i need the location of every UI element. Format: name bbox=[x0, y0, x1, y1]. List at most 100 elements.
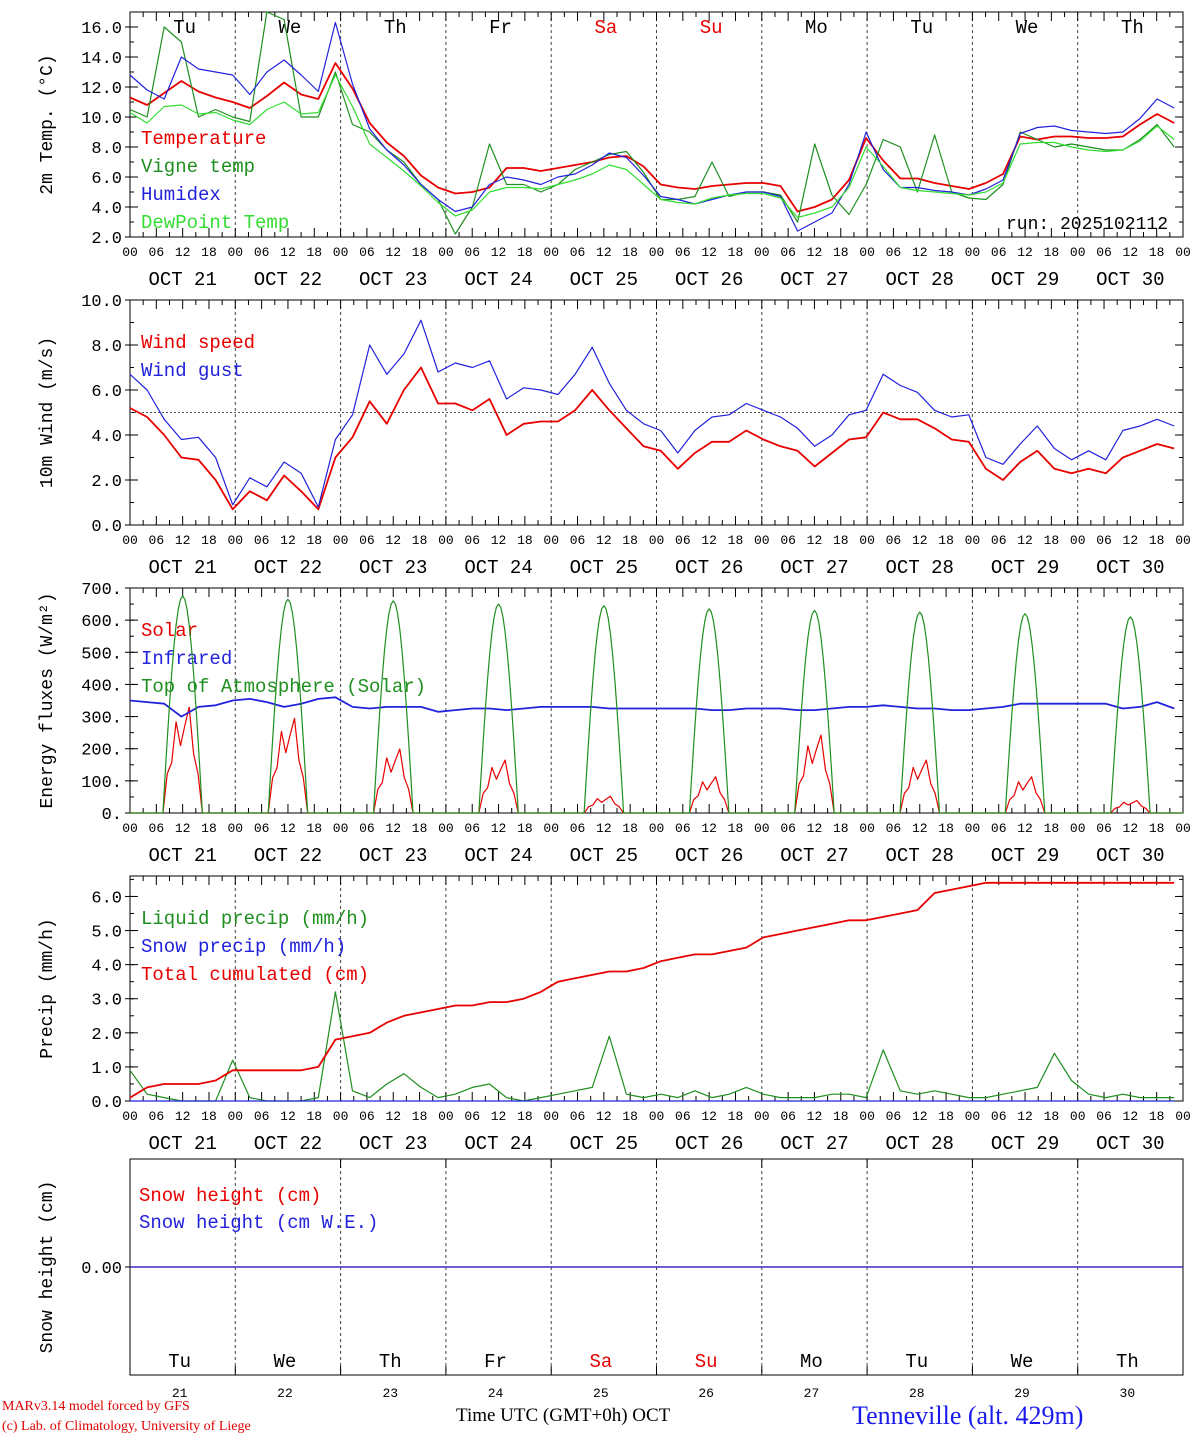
weekday-label: Tu bbox=[173, 17, 196, 39]
date-label: OCT 26 bbox=[675, 269, 743, 291]
hour-tick-label: 06 bbox=[886, 1109, 902, 1124]
hour-tick-label: 18 bbox=[412, 1109, 428, 1124]
hour-tick-label: 12 bbox=[175, 821, 191, 836]
copyright-credit: (c) Lab. of Climatology, University of L… bbox=[2, 1419, 251, 1434]
weekday-label: Th bbox=[384, 17, 407, 39]
hour-tick-label: 18 bbox=[306, 821, 322, 836]
hour-tick-label: 12 bbox=[385, 533, 401, 548]
hour-tick-label: 12 bbox=[912, 533, 928, 548]
y-tick-label: 6.0 bbox=[91, 170, 122, 189]
y-tick-label: 6.0 bbox=[91, 383, 122, 402]
hour-tick-label: 00 bbox=[333, 1109, 349, 1124]
hour-tick-label: 12 bbox=[807, 821, 823, 836]
hour-tick-label: 06 bbox=[780, 821, 796, 836]
legend-vigne-temp: Vigne temp bbox=[141, 156, 255, 178]
hour-tick-label: 12 bbox=[491, 245, 507, 260]
hour-tick-label: 12 bbox=[1017, 1109, 1033, 1124]
hour-tick-label: 06 bbox=[675, 1109, 691, 1124]
y-tick-label: 200. bbox=[81, 742, 122, 761]
y-tick-label: 1.0 bbox=[91, 1060, 122, 1079]
legend-total-cumulated-cm: Total cumulated (cm) bbox=[141, 964, 369, 986]
hour-tick-label: 06 bbox=[149, 245, 165, 260]
y-tick-label: 4.0 bbox=[91, 428, 122, 447]
hour-tick-label: 18 bbox=[517, 245, 533, 260]
y-tick-label: 600. bbox=[81, 613, 122, 632]
hour-tick-label: 12 bbox=[701, 245, 717, 260]
weekday-label: We bbox=[279, 17, 302, 39]
date-label: OCT 25 bbox=[570, 1133, 638, 1155]
y-tick-label: 12.0 bbox=[81, 80, 122, 99]
legend-temperature: Temperature bbox=[141, 128, 266, 150]
hour-tick-label: 00 bbox=[438, 245, 454, 260]
hour-tick-label: 06 bbox=[254, 1109, 270, 1124]
hour-tick-label: 18 bbox=[833, 245, 849, 260]
hour-tick-label: 12 bbox=[385, 245, 401, 260]
hour-tick-label: 06 bbox=[254, 245, 270, 260]
hour-tick-label: 18 bbox=[728, 533, 744, 548]
date-label: OCT 30 bbox=[1096, 845, 1164, 867]
y-axis-title: Snow height (cm) bbox=[38, 1181, 58, 1354]
hour-tick-label: 06 bbox=[886, 245, 902, 260]
weekday-label: Th bbox=[1116, 1351, 1139, 1373]
series-line-liquid-precip-mm-h bbox=[129, 991, 1175, 1102]
legend-wind-speed: Wind speed bbox=[141, 332, 255, 354]
hour-tick-label: 06 bbox=[570, 1109, 586, 1124]
date-label: OCT 27 bbox=[780, 269, 848, 291]
hour-tick-label: 18 bbox=[728, 245, 744, 260]
plot-frame-2 bbox=[129, 587, 1184, 814]
hour-tick-label: 06 bbox=[570, 821, 586, 836]
hour-tick-label: 06 bbox=[780, 533, 796, 548]
hour-tick-label: 12 bbox=[491, 533, 507, 548]
hour-tick-label: 00 bbox=[438, 821, 454, 836]
y-tick-label: 8.0 bbox=[91, 140, 122, 159]
station-name: Tenneville (alt. 429m) bbox=[852, 1401, 1084, 1430]
hour-tick-label: 18 bbox=[1044, 821, 1060, 836]
weekday-label: Th bbox=[1121, 17, 1144, 39]
date-label: OCT 24 bbox=[464, 269, 532, 291]
hour-tick-label: 18 bbox=[412, 821, 428, 836]
date-label: OCT 21 bbox=[148, 269, 216, 291]
date-label: OCT 27 bbox=[780, 1133, 848, 1155]
date-label: OCT 28 bbox=[886, 1133, 954, 1155]
hour-tick-label: 18 bbox=[938, 245, 954, 260]
hour-tick-label: 06 bbox=[991, 821, 1007, 836]
hour-tick-label: 00 bbox=[965, 1109, 981, 1124]
series-line-solar bbox=[130, 706, 1183, 814]
series-line-total-cumulated-cm bbox=[129, 881, 1175, 1099]
day-number-label: 26 bbox=[698, 1386, 714, 1401]
hour-tick-label: 12 bbox=[175, 1109, 191, 1124]
legend-top-of-atmosphere-solar: Top of Atmosphere (Solar) bbox=[141, 676, 426, 698]
hour-tick-label: 00 bbox=[122, 821, 138, 836]
y-axis-title: 10m Wind (m/s) bbox=[38, 337, 58, 488]
hour-tick-label: 12 bbox=[701, 533, 717, 548]
hour-tick-label: 18 bbox=[306, 245, 322, 260]
run-label: run: 2025102112 bbox=[1006, 215, 1168, 235]
hour-tick-label: 12 bbox=[1123, 533, 1139, 548]
hour-tick-label: 00 bbox=[1070, 533, 1086, 548]
hour-tick-label: 06 bbox=[675, 821, 691, 836]
date-label: OCT 23 bbox=[359, 845, 427, 867]
hour-tick-label: 00 bbox=[859, 1109, 875, 1124]
hour-tick-label: 12 bbox=[280, 533, 296, 548]
date-label: OCT 26 bbox=[675, 557, 743, 579]
day-number-label: 28 bbox=[909, 1386, 925, 1401]
series-line-top-of-atmosphere-solar bbox=[130, 595, 1183, 814]
hour-tick-label: 18 bbox=[833, 821, 849, 836]
hour-tick-label: 18 bbox=[201, 1109, 217, 1124]
hour-tick-label: 18 bbox=[517, 533, 533, 548]
hour-tick-label: 12 bbox=[1123, 1109, 1139, 1124]
hour-tick-label: 06 bbox=[149, 533, 165, 548]
day-number-label: 29 bbox=[1014, 1386, 1030, 1401]
y-tick-label: 700. bbox=[81, 581, 122, 600]
hour-tick-label: 18 bbox=[938, 533, 954, 548]
date-label: OCT 24 bbox=[464, 557, 532, 579]
hour-tick-label: 12 bbox=[701, 1109, 717, 1124]
date-label: OCT 25 bbox=[570, 845, 638, 867]
series-line-vigne-temp bbox=[129, 11, 1175, 235]
hour-tick-label: 18 bbox=[306, 1109, 322, 1124]
weekday-label: Fr bbox=[484, 1351, 507, 1373]
date-label: OCT 30 bbox=[1096, 557, 1164, 579]
y-tick-label: 6.0 bbox=[91, 889, 122, 908]
hour-tick-label: 18 bbox=[938, 821, 954, 836]
hour-tick-label: 06 bbox=[254, 821, 270, 836]
